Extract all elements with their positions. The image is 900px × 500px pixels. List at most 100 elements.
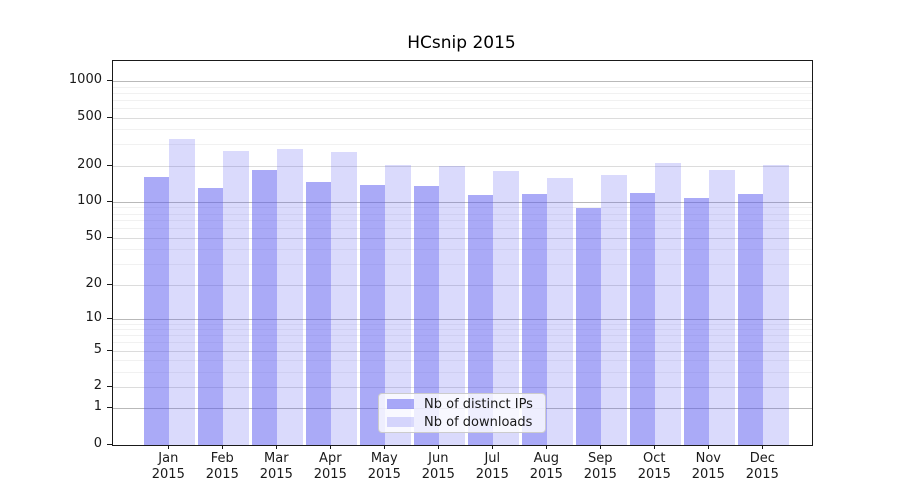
gridline xyxy=(113,92,812,94)
x-tick-mark xyxy=(222,445,224,449)
gridline xyxy=(113,228,812,230)
bar-mar-distinct-ips xyxy=(251,169,278,445)
gridline xyxy=(113,129,812,131)
gridline xyxy=(113,107,812,109)
bar-oct-distinct-ips xyxy=(629,192,656,445)
y-tick-mark xyxy=(107,116,112,118)
x-tick-label-sep: Sep 2015 xyxy=(583,451,617,482)
y-tick-label: 200 xyxy=(77,156,102,172)
y-tick-label: 1000 xyxy=(68,72,102,88)
y-tick-mark xyxy=(107,283,112,285)
gridline xyxy=(113,201,812,203)
gridline xyxy=(113,264,812,266)
y-tick-label: 50 xyxy=(85,228,102,244)
bar-sep-downloads xyxy=(601,175,627,445)
gridline xyxy=(113,207,812,209)
bar-feb-downloads xyxy=(223,151,249,445)
x-tick-label-jan: Jan 2015 xyxy=(151,451,185,482)
x-tick-mark xyxy=(762,445,764,449)
y-tick-label: 2 xyxy=(93,378,102,394)
y-tick-mark xyxy=(107,80,112,82)
y-tick-mark xyxy=(107,407,112,409)
bar-jan-distinct-ips xyxy=(143,177,170,445)
bar-aug-downloads xyxy=(547,177,573,445)
gridline xyxy=(113,360,812,362)
gridline xyxy=(113,213,812,215)
bar-oct-downloads xyxy=(655,162,681,445)
y-tick-label: 20 xyxy=(85,275,102,291)
x-tick-label-jul: Jul 2015 xyxy=(475,451,509,482)
gridline xyxy=(113,144,812,146)
x-tick-label-jun: Jun 2015 xyxy=(421,451,455,482)
gridline xyxy=(113,318,812,320)
bar-dec-distinct-ips xyxy=(737,194,764,445)
chart-title: HCsnip 2015 xyxy=(407,33,516,53)
x-tick-label-dec: Dec 2015 xyxy=(745,451,779,482)
x-tick-mark xyxy=(492,445,494,449)
gridline xyxy=(113,165,812,167)
gridline xyxy=(113,86,812,88)
y-tick-mark xyxy=(107,386,112,388)
x-tick-mark xyxy=(330,445,332,449)
legend-label-distinct-ips: Nb of distinct IPs xyxy=(424,396,533,412)
y-tick-label: 1 xyxy=(93,399,102,415)
gridline xyxy=(113,99,812,101)
x-tick-mark xyxy=(600,445,602,449)
x-tick-label-nov: Nov 2015 xyxy=(691,451,725,482)
x-tick-label-may: May 2015 xyxy=(367,451,401,482)
plot-area xyxy=(112,60,813,446)
y-tick-label: 100 xyxy=(77,192,102,208)
gridline xyxy=(113,220,812,222)
y-tick-mark xyxy=(107,200,112,202)
gridline xyxy=(113,323,812,325)
legend: Nb of distinct IPs Nb of downloads xyxy=(378,393,546,433)
gridline xyxy=(113,284,812,286)
legend-row: Nb of distinct IPs xyxy=(379,397,545,412)
bar-dec-downloads xyxy=(763,165,789,445)
legend-row: Nb of downloads xyxy=(379,415,545,430)
x-tick-mark xyxy=(168,445,170,449)
gridline xyxy=(113,329,812,331)
y-tick-mark xyxy=(107,349,112,351)
legend-swatch-distinct-ips xyxy=(387,399,414,409)
bar-nov-distinct-ips xyxy=(683,197,710,445)
x-tick-mark xyxy=(438,445,440,449)
y-tick-label: 500 xyxy=(77,108,102,124)
x-tick-label-aug: Aug 2015 xyxy=(529,451,563,482)
bar-apr-distinct-ips xyxy=(305,182,332,445)
y-tick-label: 10 xyxy=(85,309,102,325)
gridline xyxy=(113,342,812,344)
x-tick-mark xyxy=(546,445,548,449)
x-tick-mark xyxy=(708,445,710,449)
y-tick-label: 0 xyxy=(93,436,102,451)
bar-sep-distinct-ips xyxy=(575,207,602,445)
legend-swatch-downloads xyxy=(387,417,414,427)
x-tick-label-apr: Apr 2015 xyxy=(313,451,347,482)
legend-label-downloads: Nb of downloads xyxy=(424,414,533,430)
x-tick-mark xyxy=(276,445,278,449)
gridline xyxy=(113,249,812,251)
gridline xyxy=(113,387,812,389)
gridline xyxy=(113,371,812,373)
x-tick-mark xyxy=(654,445,656,449)
y-tick-mark xyxy=(107,317,112,319)
y-tick-mark xyxy=(107,164,112,166)
y-tick-label: 5 xyxy=(93,341,102,357)
x-tick-label-mar: Mar 2015 xyxy=(259,451,293,482)
y-tick-mark xyxy=(107,444,112,445)
gridline xyxy=(113,237,812,239)
x-tick-label-feb: Feb 2015 xyxy=(205,451,239,482)
bar-apr-downloads xyxy=(331,152,357,445)
gridline xyxy=(113,117,812,119)
x-tick-mark xyxy=(384,445,386,449)
x-tick-label-oct: Oct 2015 xyxy=(637,451,671,482)
gridline xyxy=(113,350,812,352)
bar-mar-downloads xyxy=(277,149,303,445)
bar-jan-downloads xyxy=(169,138,195,445)
y-tick-mark xyxy=(107,236,112,238)
gridline xyxy=(113,81,812,83)
bar-nov-downloads xyxy=(709,169,735,445)
gridline xyxy=(113,335,812,337)
bar-feb-distinct-ips xyxy=(197,188,224,445)
